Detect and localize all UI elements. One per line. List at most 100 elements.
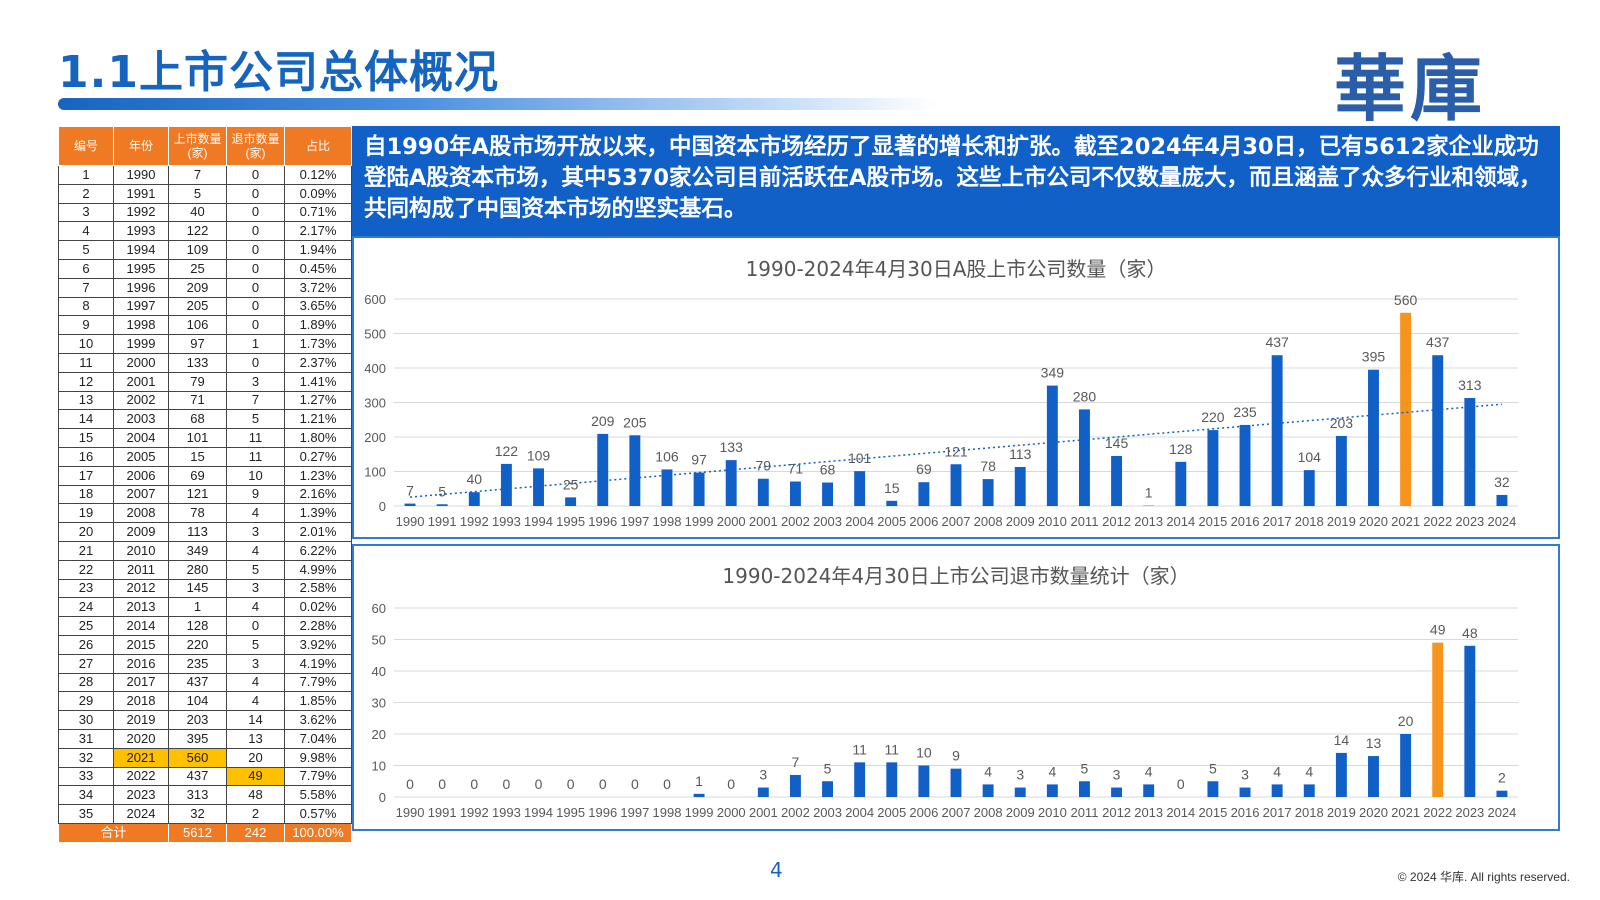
x-tick-label: 1993	[492, 514, 521, 529]
table-cell: 437	[168, 672, 227, 693]
table-cell: 1991	[113, 183, 169, 204]
table-cell: 18	[58, 484, 114, 505]
bar	[1496, 790, 1508, 797]
table-cell: 106	[168, 315, 227, 336]
bar	[1014, 787, 1026, 797]
table-row: 32 2021 560 20 9.98%	[58, 747, 352, 768]
table-cell: 7.79%	[284, 672, 352, 693]
y-tick-label: 50	[372, 633, 386, 648]
data-label: 220	[1201, 409, 1225, 425]
table-cell: 35	[58, 804, 114, 824]
y-tick-label: 600	[364, 292, 386, 307]
x-tick-label: 2009	[1006, 805, 1035, 820]
table-cell: 1	[168, 597, 227, 618]
data-label: 10	[916, 745, 932, 761]
x-tick-label: 1994	[524, 805, 553, 820]
x-tick-label: 2022	[1423, 805, 1452, 820]
table-cell: 437	[168, 766, 227, 787]
data-label: 395	[1362, 349, 1386, 365]
y-tick-label: 400	[364, 361, 386, 376]
bar	[1175, 461, 1187, 506]
table-header-row: 编号 年份 上市数量 (家) 退市数量 (家) 占比	[58, 126, 352, 166]
x-tick-label: 2016	[1231, 514, 1260, 529]
x-tick-label: 2010	[1038, 514, 1067, 529]
x-tick-label: 2002	[781, 514, 810, 529]
bar	[789, 481, 801, 506]
x-tick-label: 2019	[1327, 805, 1356, 820]
data-label: 128	[1169, 441, 1193, 457]
y-tick-label: 500	[364, 327, 386, 342]
data-label: 79	[756, 458, 772, 474]
table-cell: 1992	[113, 202, 169, 223]
table-cell: 2021	[113, 747, 169, 768]
x-tick-label: 2009	[1006, 514, 1035, 529]
bar	[854, 471, 866, 506]
data-label: 78	[980, 458, 996, 474]
table-cell: 23	[58, 578, 114, 599]
data-label: 0	[567, 776, 575, 792]
table-cell: 4.99%	[284, 559, 352, 580]
table-row: 27 2016 235 3 4.19%	[58, 653, 352, 674]
table-cell: 2.28%	[284, 616, 352, 636]
table-cell: 4	[58, 221, 114, 242]
table-cell: 313	[168, 785, 227, 806]
bar	[1368, 756, 1379, 797]
listings-chart: 1990-2024年4月30日A股上市公司数量（家） 0 100 200 300 400 5…	[352, 236, 1560, 539]
data-label: 49	[1430, 622, 1446, 638]
table-cell: 2022	[113, 766, 169, 787]
bar	[1464, 645, 1476, 797]
table-cell: 7	[168, 165, 227, 185]
bar	[1400, 312, 1412, 506]
table-cell: 2010	[113, 540, 169, 561]
table-cell: 0	[226, 183, 285, 204]
data-label: 97	[691, 452, 707, 468]
table-cell: 7	[226, 390, 285, 411]
x-tick-label: 2008	[974, 514, 1003, 529]
table-cell: 2.17%	[284, 221, 352, 242]
table-cell: 11	[226, 428, 285, 448]
table-cell: 1996	[113, 277, 169, 298]
table-row: 28 2017 437 4 7.79%	[58, 672, 352, 693]
x-tick-label: 2005	[877, 514, 906, 529]
table-cell: 1	[226, 334, 285, 354]
table-cell: 0	[226, 258, 285, 279]
bar	[1207, 430, 1219, 506]
data-label: 280	[1073, 388, 1097, 404]
x-tick-label: 2023	[1455, 805, 1484, 820]
table-cell: 2019	[113, 710, 169, 730]
table-cell: 0.09%	[284, 183, 352, 204]
bar	[1335, 752, 1347, 797]
intro-text: 自1990年A股市场开放以来，中国资本市场经历了显著的增长和扩张。截至2024年…	[352, 126, 1560, 236]
table-cell: 0	[226, 352, 285, 373]
data-label: 0	[1177, 776, 1185, 792]
data-label: 9	[952, 748, 960, 764]
data-label: 1	[1145, 485, 1153, 501]
table-cell: 97	[168, 334, 227, 354]
table-cell: 0	[226, 277, 285, 298]
bar	[1400, 734, 1412, 797]
bar	[757, 478, 769, 506]
data-label: 0	[470, 776, 478, 792]
x-tick-label: 2008	[974, 805, 1003, 820]
table-cell: 30	[58, 710, 114, 730]
table-cell: 0	[226, 240, 285, 260]
table-row: 33 2022 437 49 7.79%	[58, 766, 352, 787]
y-tick-label: 0	[379, 790, 386, 805]
table-cell: 2.16%	[284, 484, 352, 505]
table-row: 23 2012 145 3 2.58%	[58, 578, 352, 599]
data-label: 7	[406, 483, 414, 499]
bar	[468, 492, 480, 506]
data-label: 106	[655, 448, 679, 464]
x-tick-label: 1994	[524, 514, 553, 529]
table-cell: 2003	[113, 409, 169, 430]
table-cell: 0	[226, 315, 285, 336]
x-tick-label: 2000	[717, 805, 746, 820]
x-tick-label: 1993	[492, 805, 521, 820]
table-cell: 19	[58, 503, 114, 524]
table-cell: 3	[226, 371, 285, 392]
data-label: 437	[1265, 334, 1289, 350]
x-tick-label: 1995	[556, 514, 585, 529]
x-tick-label: 2006	[909, 514, 938, 529]
data-label: 68	[820, 462, 836, 478]
x-tick-label: 2019	[1327, 514, 1356, 529]
